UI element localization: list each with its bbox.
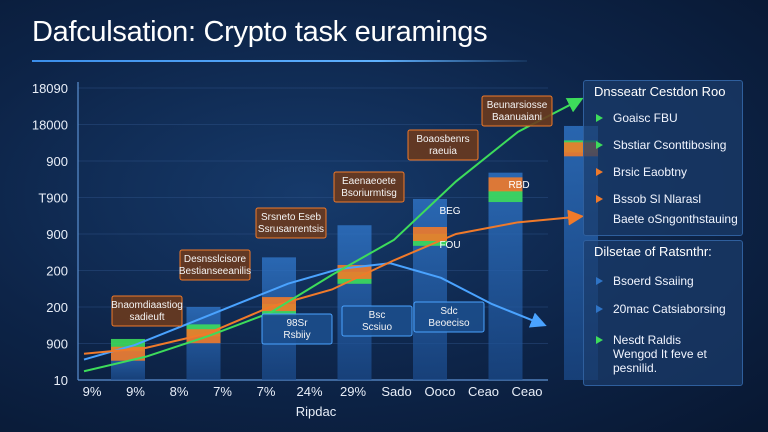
bar-tag-label: RBD [508,180,529,191]
legend-arrow-icon [596,195,603,203]
x-tick-label: Ooco [424,384,455,399]
legend-bottom-item: Bsoerd Ssaiing [596,274,694,288]
x-tick-label: 7% [213,384,232,399]
callout-text: Rsbiiy [283,330,310,341]
legend-arrow-icon [596,305,603,313]
callout-text: Sdc [440,306,457,317]
legend-panel-bottom: Dilsetae of Ratsnthr: Bsoerd Ssaiing 20m… [583,240,743,386]
legend-bottom-title: Dilsetae of Ratsnthr: [594,244,712,259]
callout-box [179,249,251,281]
x-tick-label: Ceao [511,384,542,399]
legend-top-item: Sbstiar Csonttibosing [596,138,726,152]
x-tick-label: 24% [296,384,322,399]
legend-arrow-icon [596,277,603,285]
trend-line-blue [83,262,547,361]
y-tick-label: 18090 [32,81,68,96]
callout-text: Beoeciso [428,318,470,329]
title-underline [32,60,527,62]
x-axis-label: Ripdac [296,404,337,419]
legend-top-item: Bssob Sl Nlarasl [596,192,701,206]
callout-text: 98Sr [286,318,308,329]
callout-box [255,207,327,239]
callout-text: raeuia [429,146,457,157]
chart-title: Dafculsation: Crypto task euramings [32,16,488,48]
legend-arrow-icon [596,114,603,122]
legend-top-title: Dnsseatr Cestdon Roo [594,84,726,99]
y-tick-label: 900 [46,227,68,242]
x-tick-label: 9% [83,384,102,399]
callout-box [261,313,333,345]
y-tick-label: 200 [46,300,68,315]
x-tick-label: 9% [126,384,145,399]
callout-box [481,95,553,127]
legend-bottom-item: Wengod It feve et [613,347,707,361]
bar-blue [413,198,447,380]
legend-arrow-icon [596,141,603,149]
y-tick-label: 900 [46,337,68,352]
bar-blue [186,307,221,380]
callout-text: Scsiuo [362,322,392,333]
callout-text: Beunarsiosse [487,100,548,111]
bar-blue [488,172,523,380]
x-tick-label: 7% [257,384,276,399]
y-tick-label: 200 [46,264,68,279]
y-tick-label: T900 [38,191,68,206]
legend-top-item: Goaisc FBU [596,111,678,125]
bar-segment-orange [488,177,523,192]
callout-text: Desnsslcisore [184,254,247,265]
legend-arrow-icon [596,168,603,176]
bar-tag-label: FOU [439,240,460,251]
callout-box [407,129,479,161]
x-tick-label: Sado [381,384,411,399]
callout-text: Boaosbenrs [416,134,469,145]
legend-bottom-item: Nesdt Raldis [596,333,681,347]
bar-tag-label: BEG [439,206,460,217]
trend-line-orange [83,209,584,355]
legend-arrow-icon [596,336,603,344]
x-tick-label: Ceao [468,384,499,399]
legend-top-item: Brsic Eaobtny [596,165,687,179]
bar-blue [337,225,372,380]
callout-text: Eaenaeoete [342,176,396,187]
x-tick-label: 8% [170,384,189,399]
y-tick-label: 10 [54,373,68,388]
bar-segment-orange [413,227,447,241]
callout-box [333,171,405,203]
callout-text: Srsneto Eseb [261,212,321,223]
x-tick-label: 29% [340,384,366,399]
callout-box [111,295,183,327]
callout-box [413,301,485,333]
callout-box [341,305,413,337]
callout-text: Baanuaiani [492,112,542,123]
legend-panel-top: Dnsseatr Cestdon Roo Goaisc FBU Sbstiar … [583,80,743,236]
bar-segment-green [488,190,523,203]
callout-text: Bsoriurmtisg [341,188,397,199]
legend-bottom-item: pesnilid. [613,361,658,375]
callout-text: sadieuft [129,312,164,323]
y-tick-label: 18000 [32,118,68,133]
y-tick-label: 900 [46,154,68,169]
callout-text: Bsc [369,310,386,321]
callout-text: Ssrusanrentsis [258,224,324,235]
legend-top-item: Baete oSngonthstauing [613,212,738,226]
callout-text: Bestianseeanilis [179,266,251,277]
callout-text: Bnaomdiaastiog [111,300,183,311]
legend-bottom-item: 20mac Catsiaborsing [596,302,726,316]
trend-line-green [83,97,584,373]
